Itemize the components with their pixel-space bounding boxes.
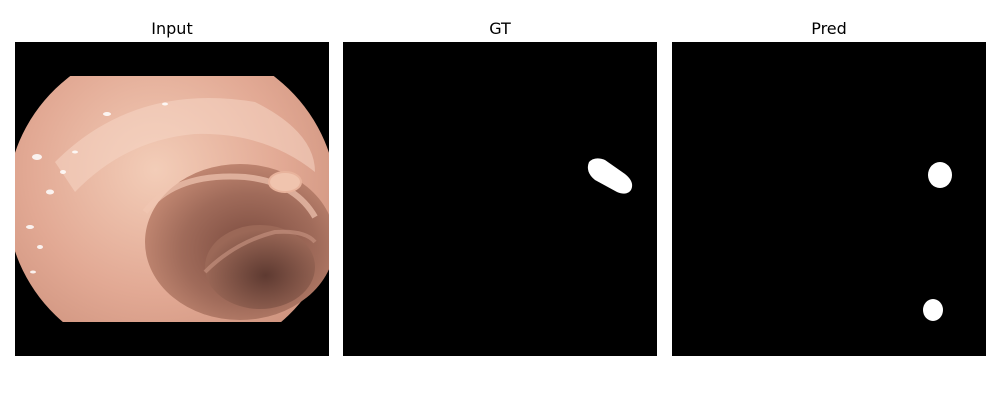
- input-panel: Input: [15, 0, 329, 358]
- pred-mask-image: [672, 42, 986, 356]
- polyp: [268, 171, 302, 193]
- pred-panel: Pred: [672, 0, 986, 358]
- input-endoscopy-image: [15, 42, 329, 356]
- gt-mask-image: [343, 42, 657, 356]
- lumen-inner: [205, 225, 315, 309]
- input-panel-title: Input: [151, 19, 193, 38]
- gt-panel-title: GT: [489, 19, 511, 38]
- gt-mask-region: [587, 158, 633, 194]
- gt-panel: GT: [343, 0, 657, 358]
- pred-mask-region-lower: [923, 299, 943, 321]
- pred-mask-region-upper: [928, 162, 952, 188]
- pred-panel-title: Pred: [811, 19, 847, 38]
